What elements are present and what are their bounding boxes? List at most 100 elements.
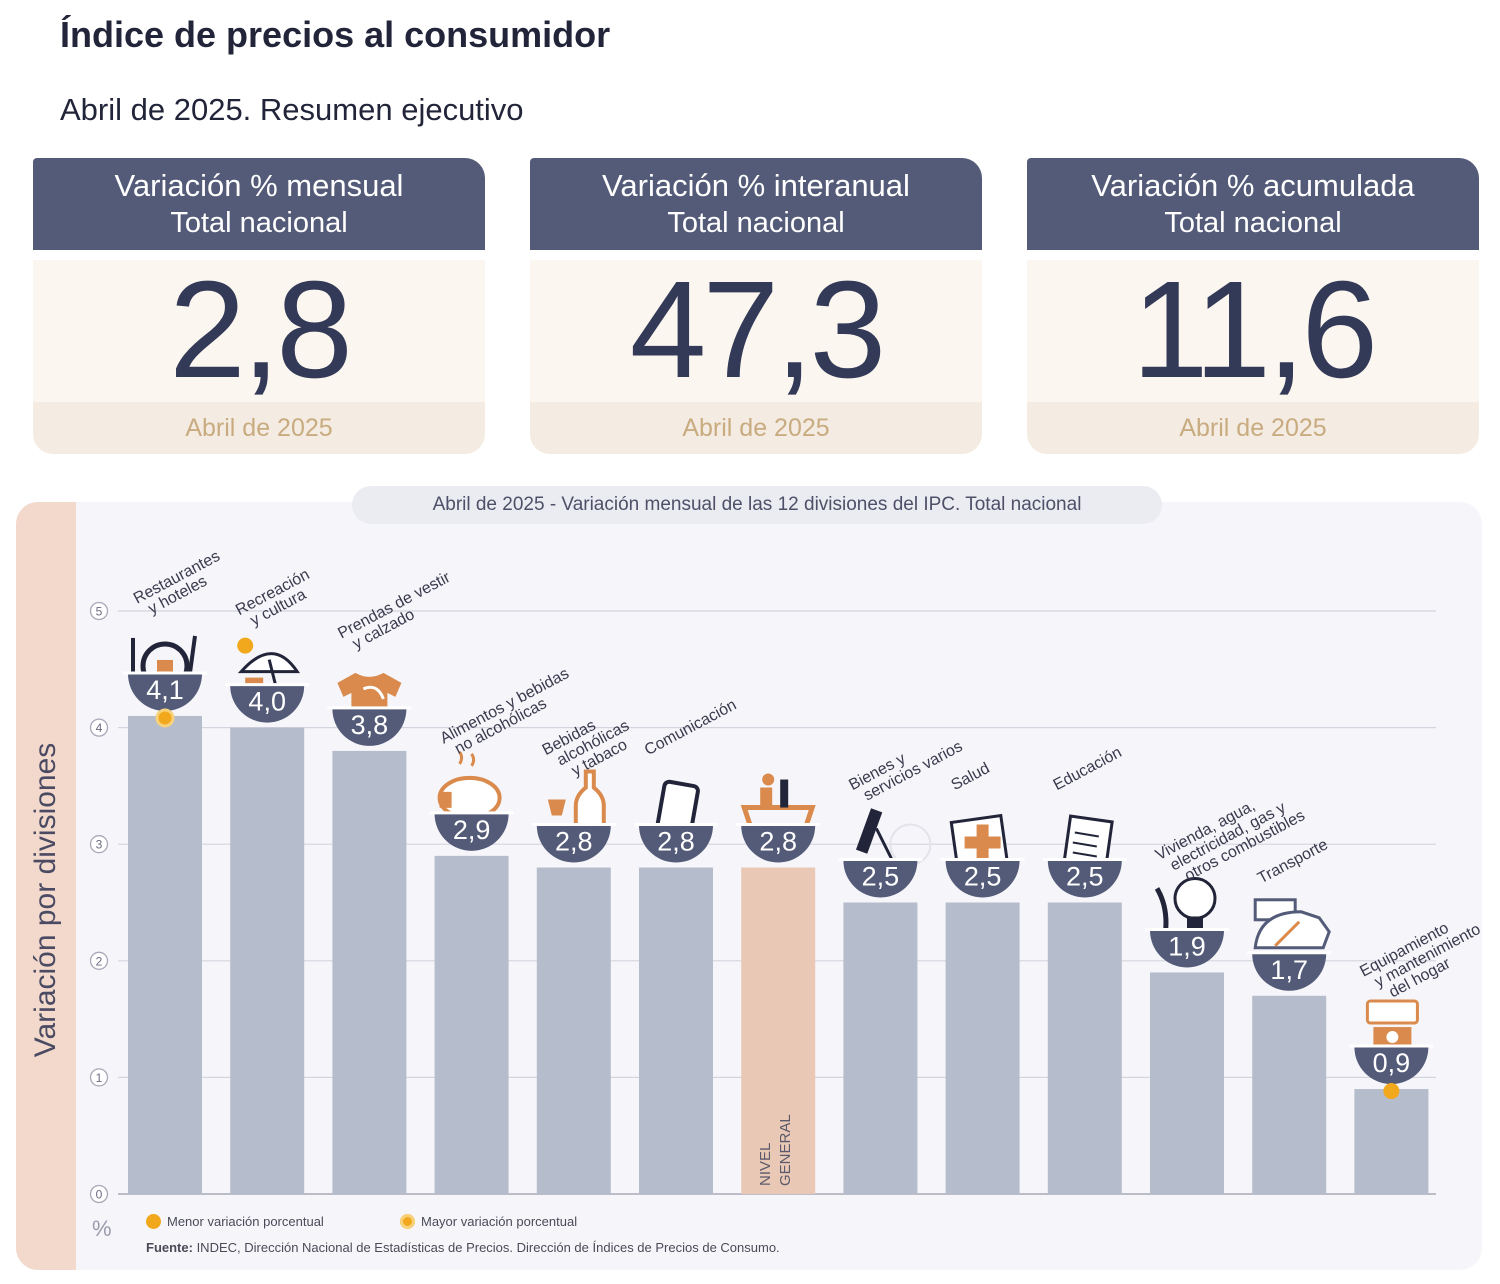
kpi-card-period: Abril de 2025: [1027, 402, 1479, 454]
bus-card-icon: [1253, 898, 1331, 950]
category-group: 4,1: [123, 635, 207, 711]
category-label: Salud: [948, 760, 992, 794]
category-group: 1,7: [1247, 898, 1332, 991]
kpi-card-header: Variación % interanual Total nacional: [530, 158, 982, 250]
category-group: 2,9: [429, 751, 514, 851]
kpi-card-body: 47,3 Abril de 2025: [530, 260, 982, 454]
y-tick-marker: [89, 1068, 109, 1087]
category-group: 2,5: [1042, 814, 1127, 898]
legend-label: Mayor variación porcentual: [421, 1214, 578, 1229]
kpi-card-header: Variación % acumulada Total nacional: [1027, 158, 1479, 250]
bar: [536, 867, 611, 1194]
bar: [128, 715, 202, 1194]
data-label: 2,5: [862, 862, 900, 892]
category-group: 2,5: [940, 813, 1025, 898]
bar: [1150, 972, 1224, 1194]
data-label: 2,5: [1066, 862, 1104, 892]
category-label: Educación: [1051, 744, 1125, 794]
category-group: 0,9: [1349, 999, 1434, 1085]
bar: [1252, 995, 1327, 1194]
legend-label: Menor variación porcentual: [167, 1214, 324, 1229]
y-tick-marker: [89, 601, 109, 621]
kpi-card-body: 2,8 Abril de 2025: [33, 260, 485, 454]
kpi-card-period: Abril de 2025: [530, 402, 982, 454]
value-badge: [843, 860, 918, 898]
source-note: Fuente: INDEC, Dirección Nacional de Est…: [146, 1240, 780, 1255]
data-label: 2,8: [759, 827, 797, 857]
bar: [843, 902, 918, 1194]
category-group: 2,8: [736, 773, 821, 863]
bar: [945, 902, 1020, 1194]
bar: [1354, 1089, 1429, 1194]
kpi-card-title: Variación % interanual: [602, 168, 910, 203]
y-tick-label: 1: [96, 1071, 103, 1085]
data-label: 4,1: [146, 675, 184, 705]
kpi-card-body: 11,6 Abril de 2025: [1027, 260, 1479, 454]
kpi-card-value: 11,6: [1131, 253, 1378, 407]
category-label: Prendas de vestiry calzado: [335, 569, 461, 657]
bar: [639, 867, 713, 1194]
y-tick-label: 5: [96, 605, 103, 619]
lightbulb-icon: [1154, 876, 1217, 937]
kpi-card-value: 2,8: [169, 253, 353, 407]
category-group: 2,8: [634, 779, 718, 863]
tshirt-icon: [337, 672, 402, 715]
kpi-card-scope: Total nacional: [170, 207, 348, 239]
category-group: 2,8: [531, 769, 616, 863]
data-label: 1,9: [1168, 931, 1206, 961]
data-label: 3,8: [351, 710, 389, 740]
data-label: 0,9: [1373, 1048, 1411, 1078]
kpi-card-period: Abril de 2025: [33, 402, 485, 454]
category-group: 2,5: [838, 808, 932, 898]
y-tick-marker: [89, 1184, 109, 1204]
kpi-card-header: Variación % mensual Total nacional: [33, 158, 485, 250]
value-badge: [128, 673, 202, 711]
bar: [332, 750, 407, 1194]
y-axis-strip: [16, 502, 76, 1270]
y-tick-label: 3: [96, 838, 103, 852]
category-label-line: Alimentos y bebidas: [437, 665, 571, 747]
category-label: Recreacióny cultura: [233, 566, 320, 633]
page-subtitle: Abril de 2025. Resumen ejecutivo: [60, 92, 524, 127]
value-badge: [1354, 1047, 1429, 1085]
bar: [230, 727, 305, 1194]
value-badge: [639, 825, 713, 863]
roast-chicken-icon: [437, 751, 502, 820]
y-tick-label: 2: [96, 954, 103, 968]
category-label: Bienes yservicios varios: [846, 724, 965, 808]
kpi-card-yearly: Variación % interanual Total nacional 47…: [530, 158, 982, 454]
kpi-card-scope: Total nacional: [1164, 207, 1342, 239]
wine-bottle-icon: [547, 769, 606, 834]
y-tick-marker: [89, 951, 109, 970]
data-label: 2,8: [657, 827, 695, 857]
value-badge: [945, 860, 1020, 898]
value-badge: [536, 825, 611, 863]
legend-dot-icon: [146, 1214, 161, 1229]
category-group: 1,9: [1145, 876, 1229, 968]
value-badge: [230, 685, 305, 723]
y-tick-label: 4: [96, 721, 103, 735]
bar: [434, 855, 509, 1194]
page-title: Índice de precios al consumidor: [60, 14, 611, 55]
source-prefix: Fuente:: [146, 1240, 193, 1255]
kpi-card-title: Variación % acumulada: [1091, 168, 1415, 203]
value-badge: [741, 825, 816, 863]
air-conditioner-icon: [1365, 999, 1419, 1048]
general-level-label: GENERAL: [777, 1114, 794, 1186]
notebook-icon: [1062, 814, 1114, 872]
value-badge: [434, 813, 509, 851]
kpi-card-accumulated: Variación % acumulada Total nacional 11,…: [1027, 158, 1479, 454]
min-variation-dot: [1383, 1083, 1400, 1100]
category-label: Equipamientoy mantenimientodel hogar: [1357, 907, 1491, 1009]
source-text: INDEC, Dirección Nacional de Estadística…: [192, 1240, 780, 1255]
value-badge: [1047, 860, 1122, 898]
bar: [1047, 902, 1122, 1194]
general-level-bar: [741, 867, 816, 1194]
kpi-card-monthly: Variación % mensual Total nacional 2,8 A…: [33, 158, 485, 454]
category-group: 3,8: [327, 672, 412, 746]
category-label-line: Educación: [1051, 744, 1125, 794]
value-badge: [1150, 930, 1224, 968]
max-variation-dot: [155, 708, 175, 728]
value-badge: [1252, 953, 1327, 991]
kpi-card-value: 47,3: [629, 253, 887, 407]
